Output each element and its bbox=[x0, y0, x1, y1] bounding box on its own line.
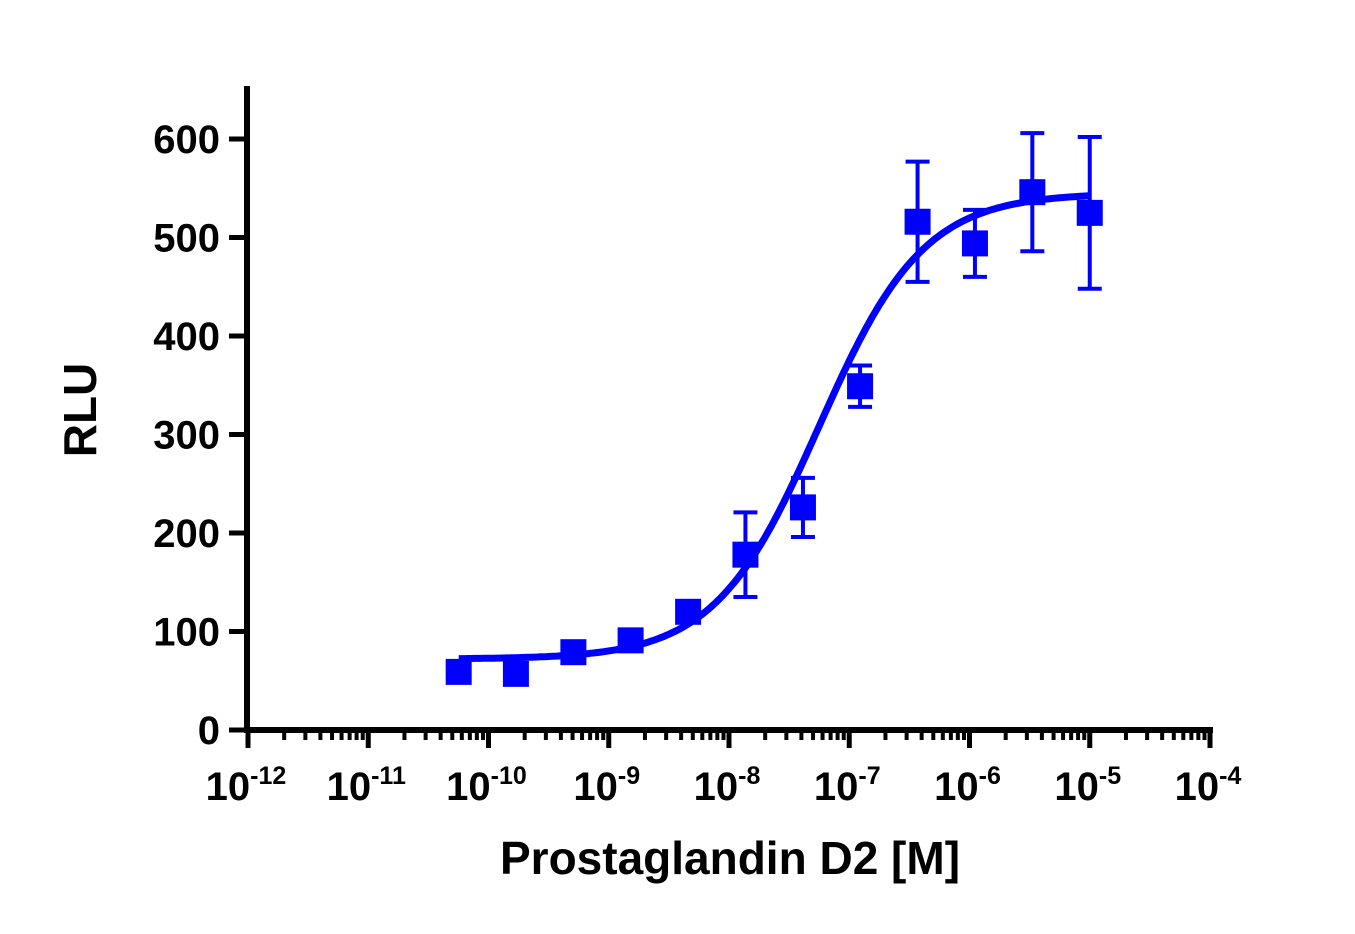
x-tick-label: 10-10 bbox=[446, 762, 527, 809]
x-tick-label: 10-11 bbox=[327, 762, 406, 809]
x-tick-label: 10-6 bbox=[934, 762, 1001, 809]
y-tick-label: 400 bbox=[153, 315, 220, 359]
y-tick-label: 100 bbox=[153, 611, 220, 655]
data-point bbox=[961, 230, 988, 257]
y-tick-label: 500 bbox=[153, 217, 220, 261]
data-point bbox=[847, 373, 874, 400]
data-point bbox=[560, 639, 587, 666]
data-point bbox=[1019, 179, 1046, 206]
x-axis-title: Prostaglandin D2 [M] bbox=[500, 832, 960, 884]
data-point bbox=[732, 541, 759, 568]
y-tick-label: 600 bbox=[153, 118, 220, 162]
y-tick-label: 0 bbox=[198, 709, 220, 753]
fit-curve bbox=[458, 192, 1090, 663]
y-tick-label: 300 bbox=[153, 414, 220, 458]
data-point bbox=[502, 660, 529, 687]
x-tick-label: 10-4 bbox=[1175, 762, 1242, 809]
data-point bbox=[445, 658, 472, 685]
x-tick-label: 10-8 bbox=[694, 762, 761, 809]
data-point bbox=[617, 627, 644, 654]
data-point bbox=[904, 208, 931, 235]
x-tick-label: 10-5 bbox=[1054, 762, 1121, 809]
x-tick-label: 10-9 bbox=[573, 762, 640, 809]
y-tick-label: 200 bbox=[153, 512, 220, 556]
y-axis-title: RLU bbox=[54, 363, 106, 458]
data-point bbox=[789, 494, 816, 521]
data-point bbox=[675, 598, 702, 625]
x-tick-label: 10-7 bbox=[814, 762, 881, 809]
data-point bbox=[1076, 199, 1103, 226]
x-tick-label: 10-12 bbox=[206, 762, 287, 809]
axes: 0 100 200 300 400 500 600 10-12 10-11 10-10 10-9 10… bbox=[153, 86, 1241, 809]
data-marks bbox=[445, 131, 1103, 687]
